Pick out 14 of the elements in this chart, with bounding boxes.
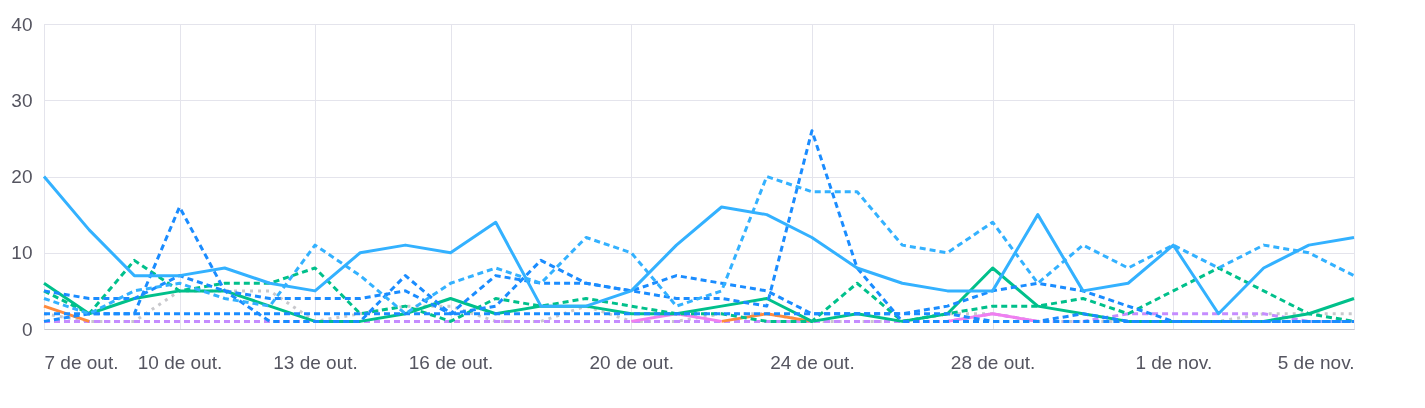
- y-tick-label: 20: [11, 166, 33, 187]
- x-tick-label: 16 de out.: [408, 351, 494, 373]
- x-tick-label: 5 de nov.: [1277, 351, 1355, 373]
- x-tick-label: 10 de out.: [137, 351, 223, 373]
- x-tick-label: 1 de nov.: [1135, 351, 1213, 373]
- y-tick-label: 30: [11, 89, 33, 111]
- x-tick-label: 20 de out.: [589, 351, 675, 373]
- x-tick-label: 13 de out.: [273, 351, 358, 373]
- y-tick-label: 0: [21, 318, 33, 340]
- x-tick-label: 7 de out.: [44, 351, 119, 373]
- y-tick-label: 40: [11, 13, 33, 35]
- x-tick-label: 24 de out.: [770, 351, 855, 373]
- x-tick-label: 28 de out.: [950, 351, 1036, 373]
- y-tick-label: 10: [11, 242, 33, 264]
